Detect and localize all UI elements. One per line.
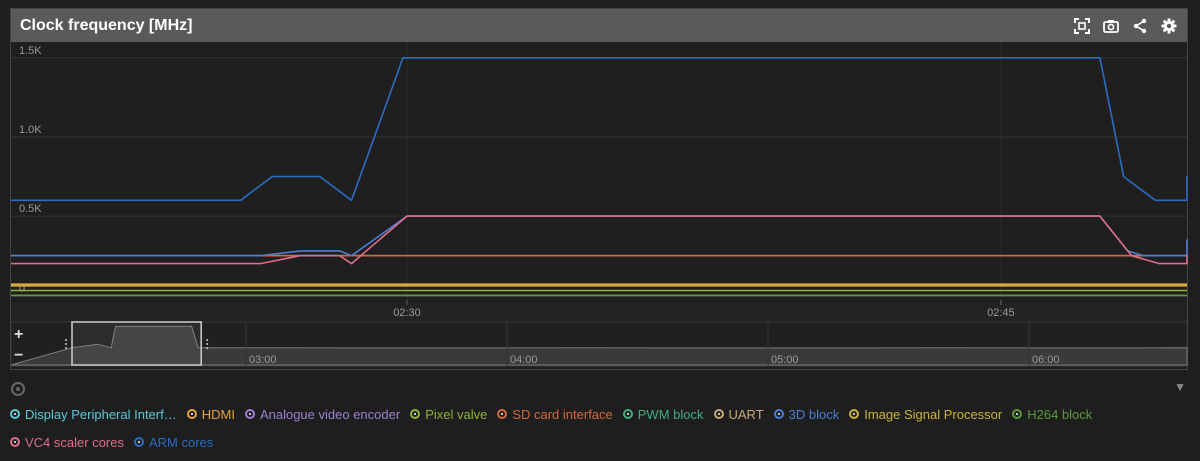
legend-items: Display Peripheral Interf… HDMI Analogue v… bbox=[10, 400, 1190, 456]
legend-marker-icon bbox=[186, 409, 197, 419]
y-tick-label: 1.5K bbox=[19, 45, 42, 57]
legend-item[interactable]: Pixel valve bbox=[410, 400, 487, 428]
legend-item[interactable]: PWM block bbox=[622, 400, 704, 428]
legend-item[interactable]: Image Signal Processor bbox=[849, 400, 1002, 428]
panel-title: Clock frequency [MHz] bbox=[20, 16, 193, 34]
legend-marker-icon bbox=[713, 409, 724, 419]
zoom-in-button[interactable]: + bbox=[14, 326, 24, 343]
legend-label: ARM cores bbox=[148, 434, 214, 450]
reset-legend-icon[interactable] bbox=[11, 382, 25, 396]
legend-label: SD card interface bbox=[512, 406, 613, 422]
chart-grid bbox=[11, 42, 1187, 321]
y-tick-label: 0 bbox=[19, 282, 25, 294]
legend-label: Display Peripheral Interf… bbox=[25, 406, 177, 422]
legend-item[interactable]: UART bbox=[713, 400, 764, 428]
navigator-tick-label: 04:00 bbox=[510, 354, 538, 366]
x-axis-band bbox=[11, 303, 1187, 321]
legend-marker-icon bbox=[133, 437, 144, 447]
legend-item[interactable]: Analogue video encoder bbox=[244, 400, 401, 428]
navigator-tick-label: 03:00 bbox=[249, 354, 277, 366]
y-tick-label: 0.5K bbox=[19, 203, 42, 215]
legend-item[interactable]: Display Peripheral Interf… bbox=[10, 400, 177, 428]
navigator-tick-label: 06:00 bbox=[1032, 354, 1060, 366]
legend-marker-icon bbox=[10, 409, 20, 419]
legend-item[interactable]: SD card interface bbox=[497, 400, 613, 428]
y-axis-ticks: 0 0.5K 1.0K 1.5K bbox=[19, 45, 42, 294]
zoom-out-button[interactable]: − bbox=[14, 347, 24, 364]
chart-legend: Display Peripheral Interf… HDMI Analogue v… bbox=[10, 400, 1190, 456]
series-line-11[interactable] bbox=[11, 57, 1188, 202]
legend-marker-icon bbox=[773, 409, 784, 419]
navigator-tick-label: 05:00 bbox=[771, 354, 799, 366]
legend-marker-icon bbox=[622, 409, 633, 419]
legend-item[interactable]: 3D block bbox=[773, 400, 840, 428]
line-chart[interactable]: 00.5K1.0K1.5K 02:3002:4503:0003:1503:300… bbox=[0, 0, 1200, 370]
x-tick-label: 02:45 bbox=[987, 307, 1015, 319]
legend-marker-icon bbox=[10, 437, 20, 447]
gear-icon[interactable] bbox=[1161, 18, 1177, 34]
series-line-7[interactable] bbox=[11, 215, 1188, 257]
navigator-handle-right[interactable] bbox=[206, 339, 209, 349]
legend-label: HDMI bbox=[201, 406, 235, 422]
chart-series-lines bbox=[11, 57, 1188, 297]
legend-label: Image Signal Processor bbox=[864, 406, 1003, 422]
panel-toolbar bbox=[1074, 17, 1177, 34]
legend-item[interactable]: HDMI bbox=[186, 400, 235, 428]
navigator-selection[interactable] bbox=[71, 321, 202, 366]
legend-marker-icon bbox=[1012, 409, 1023, 419]
navigator-overview bbox=[10, 325, 1188, 366]
legend-marker-icon bbox=[244, 409, 255, 419]
panel-titlebar: Clock frequency [MHz] bbox=[11, 9, 1187, 42]
legend-label: Pixel valve bbox=[425, 406, 488, 422]
legend-item[interactable]: ARM cores bbox=[133, 428, 214, 456]
fullscreen-icon[interactable] bbox=[1074, 17, 1090, 34]
legend-marker-icon bbox=[849, 409, 860, 419]
x-tick-label: 02:30 bbox=[393, 307, 421, 319]
legend-marker-icon bbox=[410, 409, 421, 419]
legend-label: PWM block bbox=[637, 406, 704, 422]
legend-label: VC4 scaler cores bbox=[25, 434, 124, 450]
legend-item[interactable]: VC4 scaler cores bbox=[10, 428, 124, 456]
collapse-legend-icon[interactable]: ▼ bbox=[1174, 380, 1186, 394]
share-icon[interactable] bbox=[1132, 18, 1148, 34]
series-line-10[interactable] bbox=[11, 215, 1188, 265]
legend-label: UART bbox=[728, 406, 764, 422]
legend-item[interactable]: H264 block bbox=[1012, 400, 1092, 428]
y-tick-label: 1.0K bbox=[19, 124, 42, 136]
legend-label: Analogue video encoder bbox=[259, 406, 401, 422]
navigator-handle-left[interactable] bbox=[65, 339, 67, 349]
legend-marker-icon bbox=[497, 409, 508, 419]
legend-label: H264 block bbox=[1027, 406, 1093, 422]
camera-icon[interactable] bbox=[1103, 18, 1119, 34]
legend-label: 3D block bbox=[788, 406, 840, 422]
